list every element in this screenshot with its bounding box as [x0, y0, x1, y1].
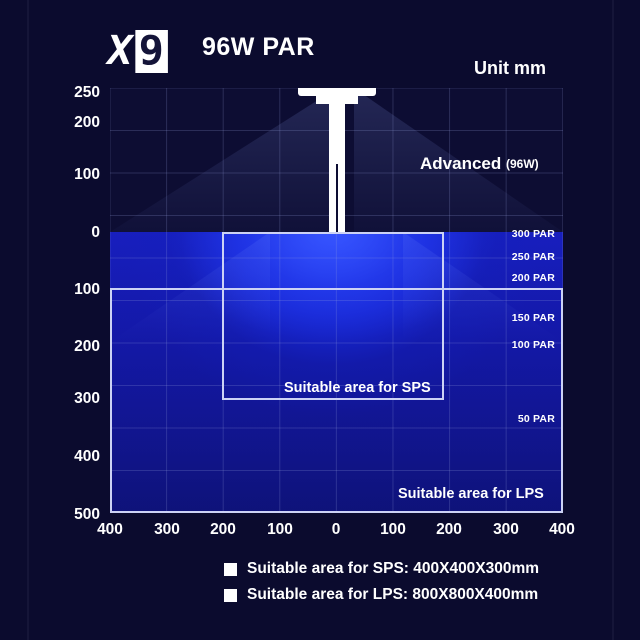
legend-swatch-icon-lps [224, 588, 237, 602]
y-tick-500-dn: 500 [74, 506, 100, 523]
product-logo: X9 [103, 28, 169, 74]
logo-letter-x: X [102, 28, 138, 74]
x-tick-200-right: 200 [436, 521, 462, 538]
x-tick-400-left: 400 [97, 521, 123, 538]
lamp-fixture-slit [336, 164, 338, 232]
lps-area-label: Suitable area for LPS [398, 486, 544, 502]
right-edge-seam [612, 0, 614, 640]
y-tick-0: 0 [91, 224, 100, 241]
y-tick-400-dn: 400 [74, 448, 100, 465]
lamp-fixture-housing [298, 88, 376, 96]
left-edge-seam [27, 0, 29, 640]
par-label-200: 200 PAR [511, 272, 555, 284]
y-tick-100-up: 100 [74, 166, 100, 183]
x-tick-0: 0 [331, 521, 341, 538]
light-beam-left [110, 88, 337, 232]
plot-area: Suitable area for SPS Suitable area for … [110, 88, 563, 513]
x-tick-100-right: 100 [380, 521, 406, 538]
legend: Suitable area for SPS: 400X400X300mm Sui… [224, 556, 539, 608]
unit-label: Unit mm [474, 58, 546, 78]
par-label-100: 100 PAR [511, 339, 555, 351]
logo-digit-9: 9 [135, 30, 169, 73]
y-tick-200-dn: 200 [74, 338, 100, 355]
par-label-250: 250 PAR [511, 251, 555, 263]
x-tick-300-left: 300 [154, 521, 180, 538]
y-tick-250-up: 250 [74, 84, 100, 101]
legend-label-sps: Suitable area for SPS: 400X400X300mm [247, 560, 540, 577]
y-tick-200-up: 200 [74, 114, 100, 131]
x-tick-100-left: 100 [267, 521, 293, 538]
model-title: 96W PAR [202, 33, 315, 61]
y-tick-300-dn: 300 [74, 390, 100, 407]
lamp-fixture-neck [316, 96, 358, 104]
advanced-wattage: (96W) [505, 157, 539, 171]
legend-label-lps: Suitable area for LPS: 800X800X400mm [247, 586, 539, 603]
legend-swatch-icon-sps [224, 562, 237, 576]
y-tick-100-dn: 100 [74, 281, 100, 298]
legend-item-lps: Suitable area for LPS: 800X800X400mm [224, 582, 539, 608]
x-tick-400-right: 400 [549, 521, 575, 538]
par-label-150: 150 PAR [511, 312, 555, 324]
legend-item-sps: Suitable area for SPS: 400X400X300mm [224, 556, 539, 582]
advanced-callout: Advanced (96W) [420, 154, 539, 174]
sps-area-label: Suitable area for SPS [284, 380, 431, 396]
x-tick-200-left: 200 [210, 521, 236, 538]
lps-area-box [110, 288, 563, 513]
par-label-300: 300 PAR [511, 228, 555, 240]
x-tick-300-right: 300 [493, 521, 519, 538]
advanced-text: Advanced [420, 154, 502, 173]
par-label-50: 50 PAR [517, 413, 555, 425]
